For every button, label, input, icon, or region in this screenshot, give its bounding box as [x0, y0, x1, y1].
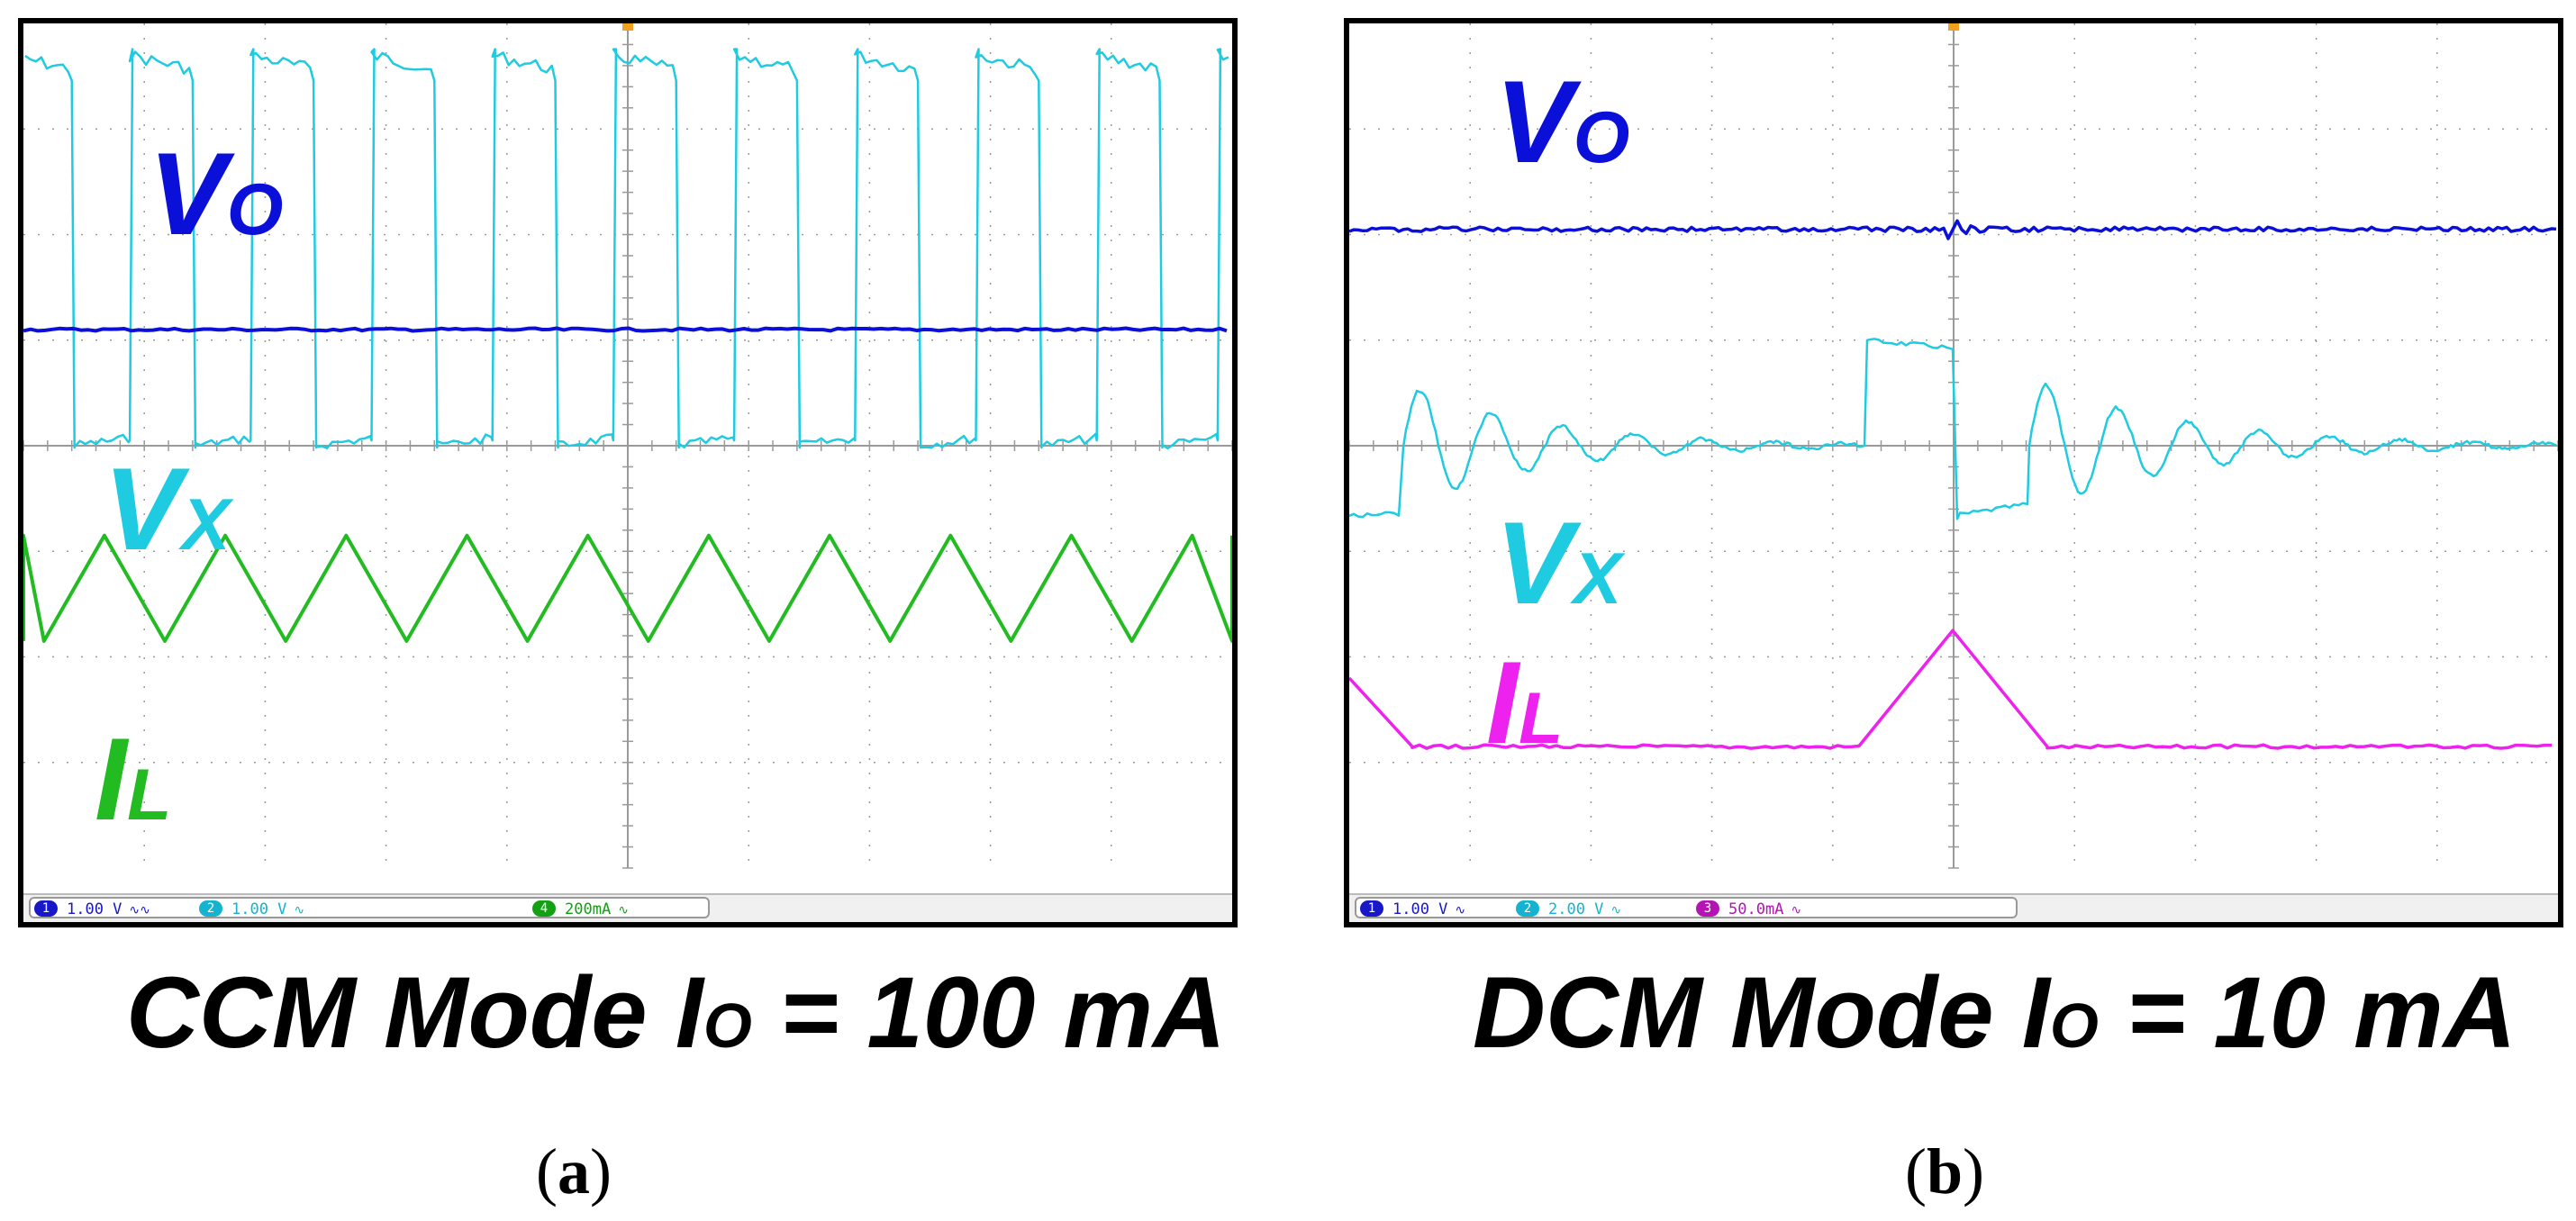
il-label-b: IL — [1486, 637, 1564, 768]
vo-trace — [1349, 219, 2557, 240]
status-bar-b: 1 1.00 V ∿ 2 2.00 V ∿ 3 50.0mA ∿ — [1349, 893, 2558, 922]
trigger-marker — [622, 23, 633, 31]
panel-label-a: (a) — [536, 1135, 612, 1207]
vo-label-b: VO — [1495, 56, 1630, 187]
il-trace — [1349, 629, 2552, 750]
channel-1-readout: 1 1.00 V ∿∿ — [34, 900, 150, 919]
grid — [23, 23, 1232, 869]
channel-2-readout-b: 2 2.00 V ∿ — [1516, 900, 1621, 919]
vo-label-a: VO — [149, 128, 284, 259]
channel-4-readout: 4 200mA ∿ — [532, 900, 629, 919]
vx-label-a: VX — [104, 443, 231, 574]
vx-trace — [24, 48, 1229, 450]
vx-label-b: VX — [1495, 497, 1622, 629]
scope-screen-a: 1 1.00 V ∿∿ 2 1.00 V ∿ 4 200mA ∿ — [18, 18, 1238, 927]
status-box-b — [1355, 897, 2018, 918]
caption-b: DCM Mode IO = 10 mA — [1473, 956, 2517, 1069]
scope-screen-b: 1 1.00 V ∿ 2 2.00 V ∿ 3 50.0mA ∿ — [1344, 18, 2563, 927]
caption-a: CCM Mode IO = 100 mA — [126, 956, 1226, 1069]
vo-trace — [23, 326, 1228, 333]
panel-label-b: (b) — [1905, 1135, 1985, 1207]
oscilloscope-plot-a — [23, 23, 1232, 869]
vx-trace — [1349, 338, 2557, 520]
channel-1-readout-b: 1 1.00 V ∿ — [1360, 900, 1465, 919]
oscilloscope-plot-b — [1349, 23, 2558, 869]
grid — [1349, 23, 2558, 869]
status-bar-a: 1 1.00 V ∿∿ 2 1.00 V ∿ 4 200mA ∿ — [23, 893, 1232, 922]
trigger-marker — [1948, 23, 1959, 31]
status-box-a — [29, 897, 710, 918]
channel-2-readout: 2 1.00 V ∿ — [199, 900, 304, 919]
channel-3-readout-b: 3 50.0mA ∿ — [1696, 900, 1801, 919]
il-label-a: IL — [95, 713, 172, 845]
il-trace — [23, 533, 1232, 643]
